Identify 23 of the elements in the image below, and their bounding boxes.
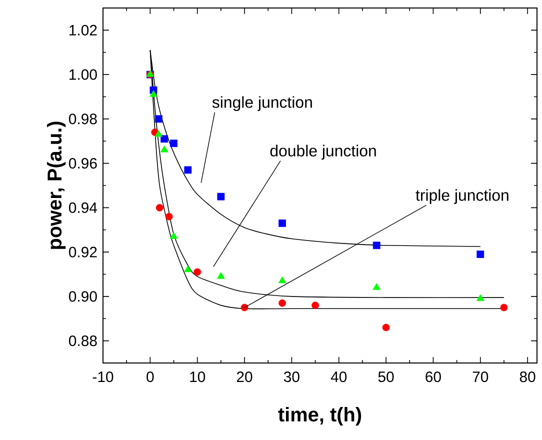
x-tick-label: 80 — [520, 372, 536, 382]
x-tick-label: 70 — [472, 372, 488, 382]
x-tick-label: 40 — [330, 372, 347, 382]
y-tick-label: 1.02 — [70, 24, 97, 36]
x-tick-label: -10 — [92, 372, 114, 382]
y-tick-label: 0.94 — [68, 202, 98, 213]
x-tick-label: 20 — [236, 372, 252, 382]
x-tick-label: 50 — [378, 372, 394, 382]
y-axis-title: power, P(a.u.) — [46, 122, 66, 249]
y-tick-label: 0.92 — [68, 246, 97, 258]
x-axis-title: time, t(h) — [278, 406, 362, 426]
y-tick-label: 0.88 — [68, 336, 97, 346]
x-tick-label: 60 — [426, 372, 441, 382]
y-tick-label: 0.90 — [68, 291, 97, 302]
x-tick-label: 10 — [190, 372, 206, 382]
y-tick-label: 1.00 — [70, 69, 97, 80]
y-tick-label: 0.98 — [68, 114, 97, 124]
x-tick-label: 0 — [146, 372, 154, 382]
annotation: single junction — [212, 96, 312, 112]
y-tick-label: 0.96 — [68, 158, 97, 169]
annotation: triple junction — [416, 189, 508, 204]
annotation: double junction — [270, 144, 376, 160]
x-tick-label: 30 — [284, 372, 300, 382]
